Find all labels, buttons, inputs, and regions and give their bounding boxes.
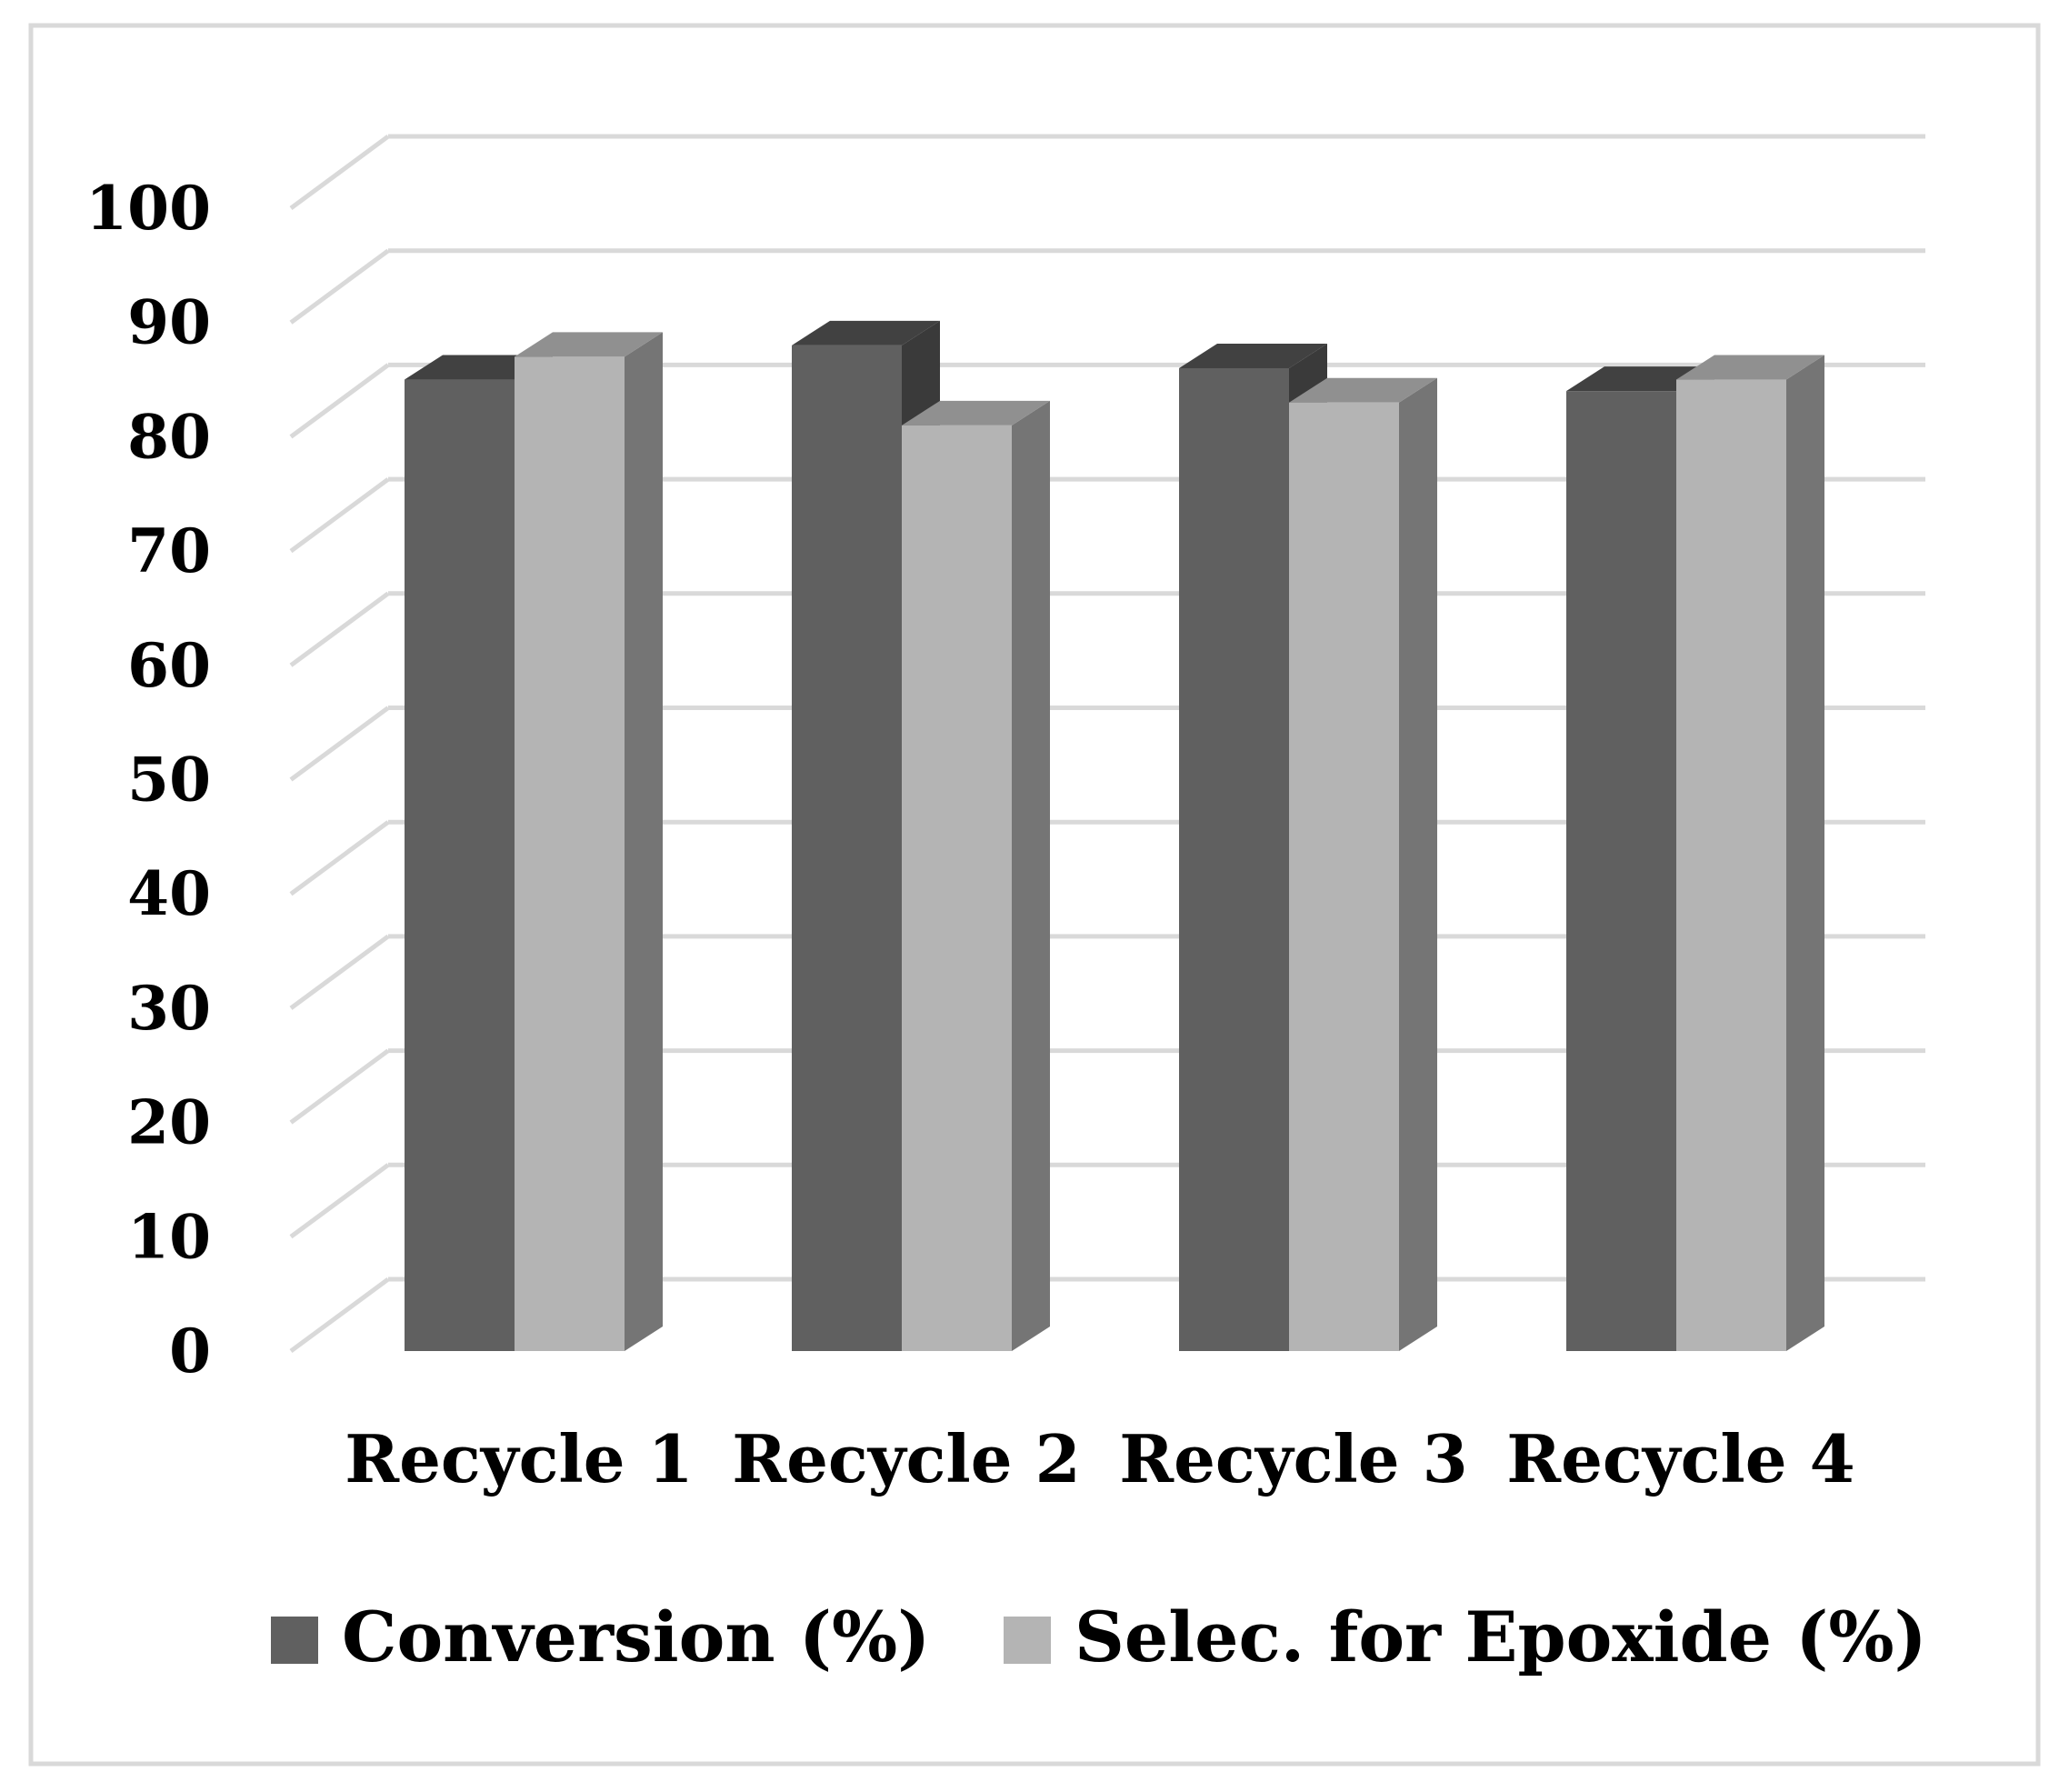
bar-top (515, 332, 663, 357)
bar (1676, 379, 1786, 1351)
gridline-depth (289, 1163, 390, 1239)
gridline-depth (289, 706, 390, 782)
y-tick-label: 50 (127, 745, 211, 816)
gridline-depth (289, 477, 390, 554)
y-tick-label: 20 (127, 1087, 211, 1158)
x-tick-label: Recycle 2 (732, 1420, 1080, 1497)
y-tick-label: 0 (169, 1316, 211, 1387)
x-tick-label: Recycle 1 (345, 1420, 693, 1497)
y-tick-label: 60 (127, 630, 211, 701)
gridline-depth (289, 820, 390, 896)
y-tick-label: 10 (127, 1201, 211, 1272)
bars (405, 320, 1824, 1352)
y-tick-label: 70 (127, 516, 211, 586)
legend-label: Conversion (%) (342, 1597, 930, 1677)
x-tick-label: Recycle 3 (1119, 1420, 1467, 1497)
y-tick-label: 40 (127, 858, 211, 929)
bar (1179, 367, 1289, 1352)
bar-top (1289, 377, 1437, 403)
bar (792, 345, 902, 1352)
bar-side (1399, 377, 1437, 1352)
bar-top (1179, 343, 1327, 368)
bar-side (625, 332, 663, 1351)
gridline-depth (289, 591, 390, 667)
gridline-depth (289, 1276, 390, 1354)
bar (1566, 391, 1676, 1351)
x-axis-categories: Recycle 1 Recycle 2 Recycle 3 Recycle 4 (345, 1420, 1854, 1497)
gridline-depth (289, 248, 390, 325)
y-tick-label: 30 (127, 973, 211, 1044)
legend: Conversion (%) Selec. for Epoxide (%) (271, 1597, 1927, 1677)
y-axis-ticks: 0 10 20 30 40 50 60 70 80 90 100 (85, 173, 211, 1387)
gridline-depth (289, 934, 390, 1010)
gridline-depth (289, 134, 390, 211)
bar-side (1012, 400, 1050, 1352)
y-tick-label: 90 (127, 287, 211, 358)
bar (515, 356, 625, 1351)
legend-swatch (1004, 1617, 1051, 1664)
gridline-depth (289, 1048, 390, 1125)
legend-label: Selec. for Epoxide (%) (1074, 1597, 1927, 1677)
bar-top (792, 320, 940, 345)
legend-swatch (271, 1617, 318, 1664)
y-tick-label: 100 (85, 173, 211, 244)
bar (1289, 402, 1399, 1352)
bar-top (1676, 355, 1824, 380)
bar-top (902, 400, 1050, 425)
bar-side (1786, 355, 1824, 1351)
x-tick-label: Recycle 4 (1506, 1420, 1854, 1497)
bar (405, 379, 515, 1351)
gridline-depth (289, 363, 390, 439)
bar (902, 425, 1012, 1352)
y-tick-label: 80 (127, 401, 211, 472)
